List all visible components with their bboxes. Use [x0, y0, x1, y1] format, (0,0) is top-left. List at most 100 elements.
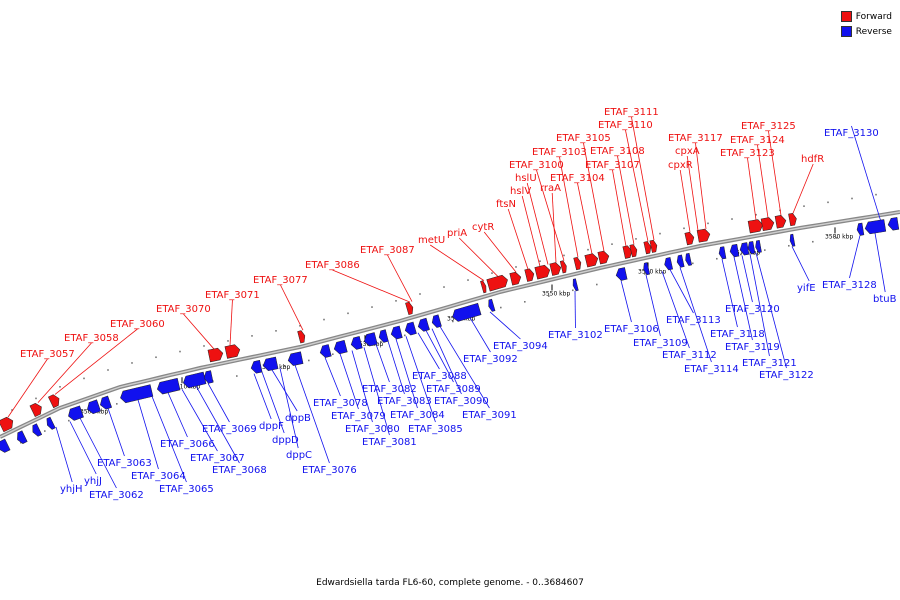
reverse-gene-label: ETAF_3088	[412, 371, 467, 382]
forward-track-dot	[35, 397, 37, 400]
forward-gene-label: metU	[418, 235, 445, 246]
reverse-gene-label: ETAF_3078	[313, 398, 368, 409]
forward-gene-arrow	[207, 347, 224, 363]
forward-gene-label: ETAF_3108	[590, 146, 645, 157]
forward-gene-label: priA	[447, 228, 467, 239]
forward-track-dot	[83, 377, 85, 380]
forward-gene-label: ETAF_3110	[598, 120, 653, 131]
reverse-track-dot	[116, 403, 118, 405]
forward-track-dot	[299, 325, 301, 327]
reverse-gene-arrow	[378, 329, 389, 343]
reverse-gene-arrow	[488, 298, 496, 312]
reverse-track-dot	[236, 375, 238, 377]
reverse-gene-label: ETAF_3128	[822, 280, 877, 291]
forward-gene-arrow	[696, 228, 711, 243]
leader-line	[661, 271, 690, 349]
reverse-track-dot	[404, 334, 406, 337]
forward-track-dot	[491, 272, 493, 274]
reverse-gene-label: ETAF_3081	[362, 437, 417, 448]
reverse-track-dot	[572, 289, 574, 292]
leader-line	[137, 399, 159, 470]
leader-line	[669, 269, 694, 314]
reverse-gene-label: btuB	[873, 294, 897, 305]
tick-label: 3580 kbp	[825, 233, 853, 240]
forward-track-dot	[827, 201, 829, 204]
forward-gene-arrow	[629, 244, 638, 258]
forward-gene-label: ETAF_3104	[550, 173, 605, 184]
tick-label: 3560 kbp	[638, 268, 666, 275]
reverse-gene-label: yifE	[797, 283, 816, 294]
leader-line	[229, 299, 233, 346]
reverse-gene-label: ETAF_3114	[684, 364, 739, 375]
reverse-track-dot	[764, 249, 766, 251]
reverse-gene-arrow	[739, 242, 750, 256]
leader-line	[851, 125, 885, 232]
forward-gene-label: rraA	[540, 183, 561, 194]
reverse-gene-arrow	[287, 351, 304, 366]
leader-line	[483, 231, 517, 273]
leader-line	[351, 350, 373, 423]
forward-gene-arrow	[29, 402, 42, 418]
reverse-gene-arrow	[685, 252, 693, 266]
forward-gene-label: ETAF_3070	[156, 304, 211, 315]
reverse-gene-arrow	[183, 371, 207, 389]
reverse-gene-label: ETAF_3063	[97, 458, 152, 469]
leader-line	[874, 232, 886, 293]
forward-track-dot	[851, 197, 853, 200]
leader-line	[271, 369, 298, 412]
reverse-gene-arrow	[262, 356, 279, 372]
forward-track-dot	[203, 345, 205, 347]
forward-track-dot	[875, 193, 877, 196]
leader-line	[721, 258, 738, 328]
forward-gene-arrow	[509, 271, 522, 286]
reverse-gene-label: ETAF_3091	[462, 410, 517, 421]
leader-line	[183, 313, 215, 350]
reverse-gene-label: ETAF_3092	[463, 354, 518, 365]
forward-gene-label: ETAF_3107	[585, 160, 640, 171]
forward-gene-label: ETAF_3100	[509, 160, 564, 171]
reverse-gene-label: ETAF_3068	[212, 465, 267, 476]
forward-track-dot	[395, 300, 397, 302]
reverse-track-dot	[692, 262, 694, 265]
reverse-gene-arrow	[615, 267, 628, 281]
forward-track-dot	[227, 340, 229, 342]
reverse-gene-arrow	[87, 399, 101, 415]
reverse-gene-label: ETAF_3082	[362, 384, 417, 395]
reverse-track-dot	[284, 365, 286, 367]
reverse-gene-label: ETAF_3118	[710, 329, 765, 340]
forward-track-dot	[731, 218, 733, 220]
leader-line	[577, 182, 593, 255]
reverse-gene-arrow	[404, 321, 417, 336]
reverse-gene-label: ETAF_3089	[426, 384, 481, 395]
leader-line	[324, 357, 341, 397]
forward-gene-label: ETAF_3123	[720, 148, 775, 159]
label-leader-lines	[7, 116, 886, 489]
reverse-track-dot	[380, 340, 382, 343]
leader-line	[425, 330, 454, 383]
reverse-gene-label: dppF	[259, 421, 284, 432]
reverse-gene-label: ETAF_3119	[725, 342, 780, 353]
reverse-track-dot	[44, 430, 46, 432]
reverse-gene-label: ETAF_3076	[302, 465, 357, 476]
forward-gene-arrow	[559, 260, 567, 274]
reverse-gene-label: dppD	[272, 435, 299, 446]
forward-gene-label: hslV	[510, 186, 531, 197]
legend-label-forward: Forward	[855, 11, 892, 22]
reverse-gene-label: ETAF_3062	[89, 490, 144, 501]
leader-line	[294, 364, 330, 464]
tick-label: 3510 kbp	[172, 383, 200, 390]
reverse-track-dot	[788, 244, 790, 247]
legend-label-reverse: Reverse	[855, 26, 892, 37]
leader-line	[339, 353, 359, 410]
reverse-gene-label: ETAF_3120	[725, 304, 780, 315]
forward-gene-label: ETAF_3111	[604, 107, 659, 118]
reverse-gene-arrow	[363, 332, 378, 347]
forward-track-dot	[419, 293, 421, 295]
forward-gene-label: cytR	[472, 222, 494, 233]
reverse-gene-arrow	[864, 219, 887, 235]
reverse-gene-arrow	[572, 278, 579, 292]
forward-track-dot	[467, 279, 469, 281]
leader-line	[207, 383, 230, 423]
reverse-gene-arrow	[417, 317, 430, 332]
